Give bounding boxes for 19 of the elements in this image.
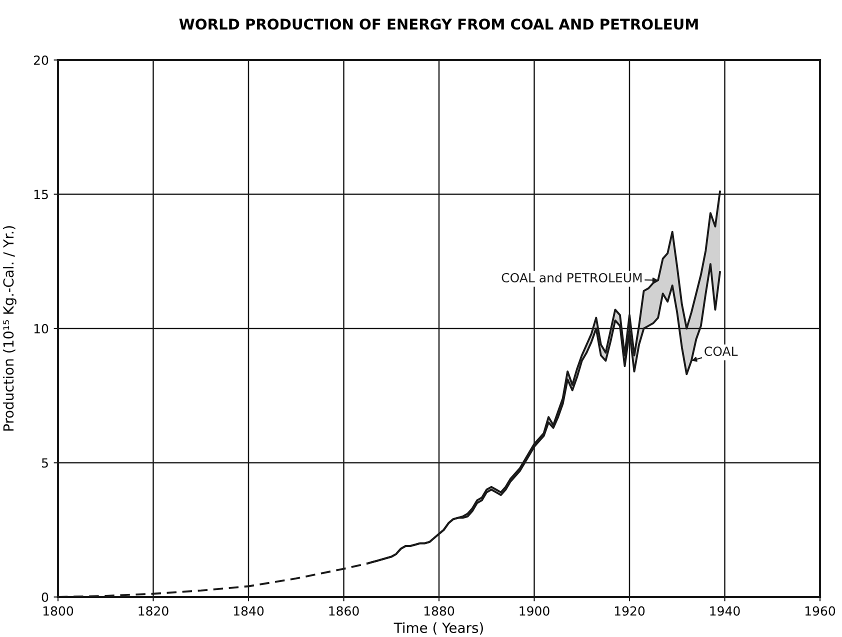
x-tick-label: 1800 xyxy=(43,606,74,616)
series-label: COAL and PETROLEUM xyxy=(502,272,642,282)
x-tick-label: 1880 xyxy=(424,606,454,616)
legend-label: COAL xyxy=(704,346,738,356)
x-tick-label: 1900 xyxy=(520,606,550,616)
y-tick-label: 10 xyxy=(34,324,48,334)
x-tick-label: 1860 xyxy=(329,606,359,616)
y-tick-label: 15 xyxy=(34,190,48,200)
x-tick-label: 1940 xyxy=(710,606,740,616)
x-tick-label: 1920 xyxy=(614,606,645,616)
y-tick-label: 20 xyxy=(34,55,48,65)
y-axis-title: Production (10¹⁵ Kg.-Cal. / Yr.) xyxy=(2,226,16,431)
x-tick-label: 1840 xyxy=(234,606,264,616)
y-tick-label: 5 xyxy=(42,458,48,468)
y-tick-label: 0 xyxy=(42,592,48,602)
chart-title: WORLD PRODUCTION OF ENERGY FROM COAL AND PETROLEUM xyxy=(179,18,698,30)
x-axis-title: Time ( Years) xyxy=(394,622,483,635)
x-tick-label: 1820 xyxy=(138,606,168,616)
x-tick-label: 1960 xyxy=(805,606,836,616)
